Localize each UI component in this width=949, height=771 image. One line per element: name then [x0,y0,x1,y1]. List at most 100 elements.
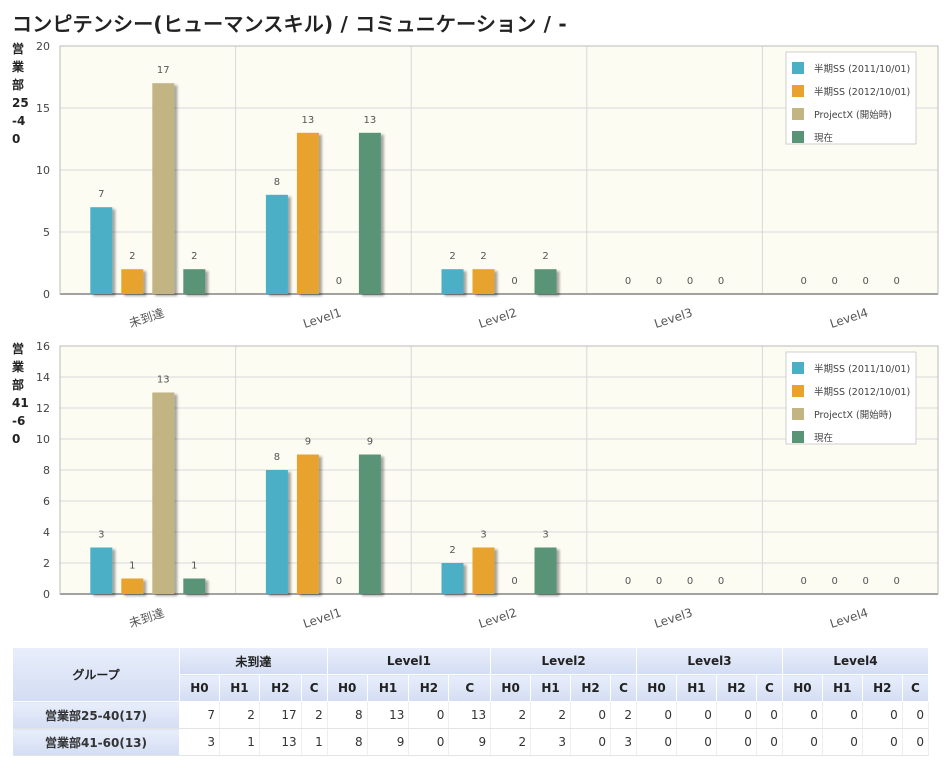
data-label: 9 [305,437,311,448]
value-cell: 0 [570,701,611,729]
sub-column-header: H0 [490,674,532,702]
table-row: 営業部41-60(13) 3 1 13 1 8 9 0 9 2 3 0 3 0 0 0 0 0 0 0 0 [13,728,930,756]
value-cell: 0 [716,728,757,756]
y-tick-label: 10 [36,433,50,446]
value-cell: 0 [782,728,823,756]
chart-group-2: 営業部41-60 0 2 4 6 8 10 12 14 16 3 1 13 1 未到達 8 9 0 9 Level1… [0,338,949,638]
data-label: 0 [625,576,631,587]
x-tick-label: 未到達 [127,606,166,630]
bar [472,547,495,594]
x-tick-label: Level3 [653,305,695,330]
bar-chart: 0 2 4 6 8 10 12 14 16 3 1 13 1 未到達 8 9 0 9 Level1 2 3 0 3 Level… [36,340,939,631]
value-cell: 13 [367,701,410,729]
legend-label: ProjectX (開始時) [814,409,892,421]
value-cell: 0 [570,728,611,756]
y-tick-label: 20 [36,40,50,53]
bar [296,132,319,294]
y-tick-label: 2 [43,557,50,570]
value-cell: 1 [219,728,260,756]
chart-row-label: 営業部25-40 [12,42,29,146]
data-label: 2 [542,251,548,262]
legend-swatch [792,108,804,120]
sub-column-header: H2 [408,674,450,702]
data-label: 17 [157,65,170,76]
value-cell: 2 [530,701,572,729]
sub-column-header: H1 [530,674,572,702]
value-cell: 0 [822,701,863,729]
value-cell: 1 [301,728,328,756]
data-label: 0 [894,576,900,587]
value-cell: 0 [716,701,757,729]
sub-column-header: H1 [219,674,260,702]
legend-label: 半期SS (2012/10/01) [814,386,910,398]
value-cell: 0 [408,701,450,729]
sub-column-header: H1 [367,674,410,702]
legend-background [785,51,917,145]
data-label: 0 [801,576,807,587]
bar [183,269,206,294]
group-cell: 営業部25-40(17) [13,701,180,729]
y-tick-label: 8 [43,464,50,477]
x-tick-label: Level3 [653,605,695,630]
x-tick-label: Level1 [301,605,343,630]
data-label: 1 [191,561,197,572]
level-header: Level3 [636,648,783,675]
y-tick-label: 0 [43,288,50,301]
y-tick-label: 10 [36,164,50,177]
value-cell: 2 [301,701,328,729]
value-cell: 0 [862,728,903,756]
value-cell: 0 [822,728,863,756]
value-cell: 2 [219,701,260,729]
plot-border [59,345,939,595]
data-label: 0 [832,276,838,287]
y-tick-label: 14 [36,371,50,384]
value-cell: 2 [610,701,638,729]
sub-column-header: H2 [259,674,302,702]
data-label: 0 [336,576,342,587]
data-label: 2 [191,251,197,262]
y-tick-label: 4 [43,526,50,539]
bar [296,454,319,594]
data-label: 3 [480,530,486,541]
data-label: 1 [129,561,135,572]
value-cell: 13 [448,701,492,729]
table-row: 営業部25-40(17) 7 2 17 2 8 13 0 13 2 2 0 2 0 0 0 0 0 0 0 0 [13,701,930,729]
data-label: 0 [656,276,662,287]
legend-label: 現在 [814,432,833,444]
value-cell: 0 [756,701,783,729]
x-tick-label: Level4 [828,605,870,630]
value-cell: 17 [259,701,302,729]
value-cell: 0 [902,701,930,729]
data-label: 2 [449,251,455,262]
legend-label: 半期SS (2011/10/01) [814,363,910,375]
bar [90,207,113,294]
value-cell: 2 [490,701,532,729]
data-label: 13 [302,115,315,126]
value-cell: 0 [676,728,717,756]
bar [441,563,464,594]
value-cell: 8 [327,728,368,756]
legend-swatch [792,62,804,74]
legend-label: 現在 [814,132,833,144]
bar [265,470,288,594]
data-label: 8 [274,177,280,188]
value-cell: 0 [902,728,930,756]
bar [121,269,144,294]
value-cell: 3 [610,728,638,756]
y-tick-label: 15 [36,102,50,115]
legend: 半期SS (2011/10/01) 半期SS (2012/10/01) Projec… [785,351,917,445]
value-cell: 0 [408,728,450,756]
sub-column-header: H0 [179,674,220,702]
legend-swatch [792,85,804,97]
bar [441,269,464,294]
data-label: 0 [718,576,724,587]
data-label: 9 [367,437,373,448]
legend-swatch [792,431,804,443]
legend-background [785,351,917,445]
legend-swatch [792,385,804,397]
x-tick-label: Level1 [301,305,343,330]
table-header-row: グループ 未到達 Level1 Level2 Level3 Level4 [13,648,930,702]
legend-label: 半期SS (2012/10/01) [814,86,910,98]
legend-swatch [792,362,804,374]
